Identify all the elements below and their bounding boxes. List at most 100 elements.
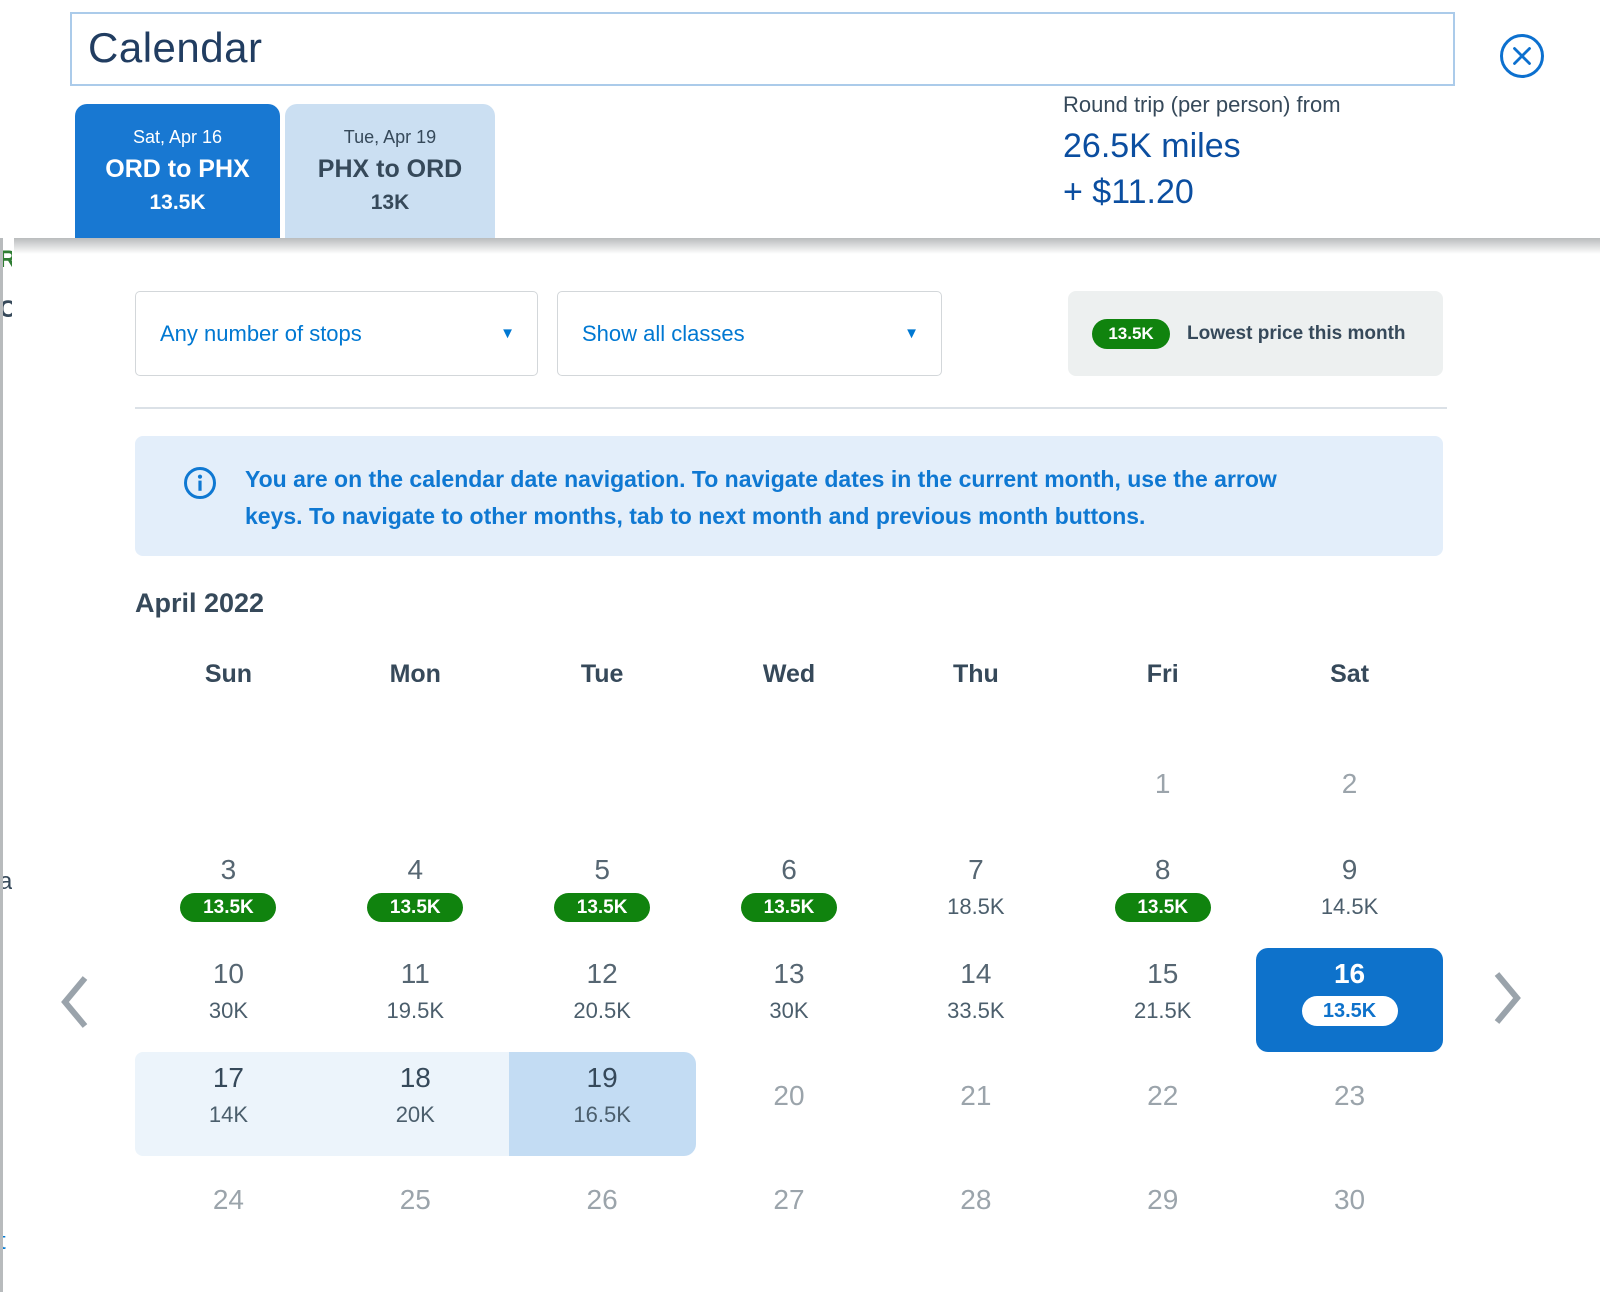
day-number: 23 bbox=[1333, 1080, 1366, 1111]
calendar-day-14[interactable]: 14 33.5K bbox=[882, 948, 1069, 1052]
calendar-modal-header: Calendar Sat, Apr 16 ORD to PHX 13.5K Tu… bbox=[0, 0, 1600, 238]
lowest-price-pill: 13.5K bbox=[740, 893, 837, 922]
day-number: 11 bbox=[400, 958, 430, 989]
lowest-price-legend-label: Lowest price this month bbox=[1187, 322, 1406, 344]
calendar-day-22: 22 bbox=[1069, 1052, 1256, 1156]
day-number: 22 bbox=[1147, 1080, 1179, 1111]
calendar-day-21: 21 bbox=[882, 1052, 1069, 1156]
weekday-header-sun: Sun bbox=[204, 660, 253, 688]
calendar-day-17[interactable]: 17 14K bbox=[135, 1052, 322, 1156]
background-fragment: C bbox=[3, 296, 12, 324]
calendar-day-1: 1 bbox=[1069, 740, 1256, 844]
calendar-day-7[interactable]: 7 18.5K bbox=[882, 844, 1069, 948]
weekday-header-mon: Mon bbox=[389, 660, 441, 688]
calendar-day-12[interactable]: 12 20.5K bbox=[509, 948, 696, 1052]
calendar-day-6[interactable]: 6 13.5K bbox=[696, 844, 883, 948]
stops-filter-value: Any number of stops bbox=[160, 320, 362, 346]
calendar-modal-title: Calendar bbox=[70, 12, 1455, 86]
day-number: 28 bbox=[960, 1184, 992, 1215]
header-shadow bbox=[14, 238, 1600, 254]
lowest-price-legend: 13.5K Lowest price this month bbox=[1068, 291, 1443, 376]
month-title: April 2022 bbox=[135, 588, 265, 618]
day-number: 16 bbox=[1333, 958, 1366, 989]
calendar-day-26: 26 bbox=[509, 1156, 696, 1260]
calendar-day-25: 25 bbox=[322, 1156, 509, 1260]
tab-return-flight[interactable]: Tue, Apr 19 PHX to ORD 13K bbox=[285, 104, 495, 238]
day-price: 20.5K bbox=[573, 998, 631, 1023]
day-number: 4 bbox=[407, 854, 424, 885]
day-price: 19.5K bbox=[386, 998, 445, 1023]
calendar-day-5[interactable]: 5 13.5K bbox=[509, 844, 696, 948]
day-number: 29 bbox=[1147, 1184, 1179, 1215]
day-price: 30K bbox=[208, 998, 248, 1023]
calendar-day-2: 2 bbox=[1256, 740, 1443, 844]
price-summary: Round trip (per person) from 26.5K miles… bbox=[1063, 92, 1463, 212]
day-number: 20 bbox=[773, 1080, 805, 1111]
chevron-down-icon: ▼ bbox=[904, 325, 919, 342]
calendar-day-3[interactable]: 3 13.5K bbox=[135, 844, 322, 948]
calendar-day-15[interactable]: 15 21.5K bbox=[1069, 948, 1256, 1052]
calendar-day-30: 30 bbox=[1256, 1156, 1443, 1260]
background-page-edge: R C a t bbox=[0, 238, 12, 1292]
price-summary-label: Round trip (per person) from bbox=[1063, 92, 1341, 117]
lowest-price-pill: 13.5K bbox=[180, 893, 277, 922]
day-number: 8 bbox=[1154, 854, 1171, 885]
day-number: 26 bbox=[586, 1184, 618, 1215]
weekday-header-row: Sun Mon Tue Wed Thu Fri Sat bbox=[135, 660, 1443, 689]
calendar-day-grid: 1 2 3 13.5K 4 13.5K 5 13.5K 6 13.5K 7 18.5K 8 13.5K 9 1… bbox=[135, 740, 1443, 1260]
background-fragment: R bbox=[3, 246, 12, 274]
price-summary-miles: 26.5K miles bbox=[1063, 127, 1241, 165]
return-route: PHX to ORD bbox=[317, 155, 463, 183]
calendar-day-11[interactable]: 11 19.5K bbox=[322, 948, 509, 1052]
calendar-day-10[interactable]: 10 30K bbox=[135, 948, 322, 1052]
weekday-header-sat: Sat bbox=[1330, 660, 1370, 688]
stops-filter-select[interactable]: Any number of stops ▼ bbox=[135, 291, 538, 376]
day-price: 14K bbox=[208, 1102, 248, 1127]
background-fragment: t bbox=[3, 1228, 6, 1256]
calendar-day-empty bbox=[882, 740, 1069, 844]
lowest-price-pill: 13.5K bbox=[1114, 893, 1211, 922]
calendar-day-27: 27 bbox=[696, 1156, 883, 1260]
day-number: 12 bbox=[586, 958, 618, 989]
day-price: 16.5K bbox=[573, 1102, 631, 1127]
chevron-left-icon bbox=[58, 976, 90, 1035]
day-number: 5 bbox=[594, 854, 610, 885]
day-number: 9 bbox=[1341, 854, 1358, 885]
section-divider bbox=[135, 407, 1447, 409]
calendar-day-28: 28 bbox=[882, 1156, 1069, 1260]
depart-route: ORD to PHX bbox=[105, 155, 250, 183]
day-number: 27 bbox=[773, 1184, 805, 1215]
calendar-day-18[interactable]: 18 20K bbox=[321, 1052, 509, 1156]
calendar-day-19[interactable]: 19 16.5K bbox=[508, 1052, 696, 1156]
day-price: 14.5K bbox=[1320, 894, 1379, 919]
calendar-day-empty bbox=[696, 740, 883, 844]
close-icon bbox=[1498, 34, 1546, 83]
day-number: 18 bbox=[399, 1062, 431, 1093]
info-icon bbox=[183, 466, 217, 500]
day-number: 3 bbox=[220, 854, 237, 885]
prev-month-button[interactable] bbox=[58, 972, 90, 1035]
calendar-day-24: 24 bbox=[135, 1156, 322, 1260]
calendar-day-9[interactable]: 9 14.5K bbox=[1256, 844, 1443, 948]
cabin-class-filter-select[interactable]: Show all classes ▼ bbox=[557, 291, 942, 376]
cabin-class-filter-value: Show all classes bbox=[582, 320, 745, 346]
calendar-day-13[interactable]: 13 30K bbox=[696, 948, 883, 1052]
day-number: 7 bbox=[968, 854, 984, 885]
close-button[interactable] bbox=[1498, 32, 1546, 80]
day-number: 17 bbox=[212, 1062, 244, 1093]
calendar-day-empty bbox=[509, 740, 696, 844]
return-price: 13K bbox=[370, 191, 410, 214]
tab-depart-flight[interactable]: Sat, Apr 16 ORD to PHX 13.5K bbox=[75, 104, 280, 238]
calendar-day-8[interactable]: 8 13.5K bbox=[1069, 844, 1256, 948]
next-month-button[interactable] bbox=[1492, 968, 1524, 1031]
modal-title-text: Calendar bbox=[88, 24, 263, 71]
calendar-day-4[interactable]: 4 13.5K bbox=[322, 844, 509, 948]
day-number: 15 bbox=[1147, 958, 1179, 989]
return-date: Tue, Apr 19 bbox=[343, 127, 437, 147]
calendar-day-16[interactable]: 16 13.5K bbox=[1256, 948, 1443, 1052]
day-price: 33.5K bbox=[947, 998, 1005, 1023]
weekday-header-tue: Tue bbox=[580, 660, 624, 688]
day-number: 24 bbox=[212, 1184, 244, 1215]
day-number: 1 bbox=[1154, 768, 1171, 799]
background-fragment: a bbox=[3, 868, 12, 896]
